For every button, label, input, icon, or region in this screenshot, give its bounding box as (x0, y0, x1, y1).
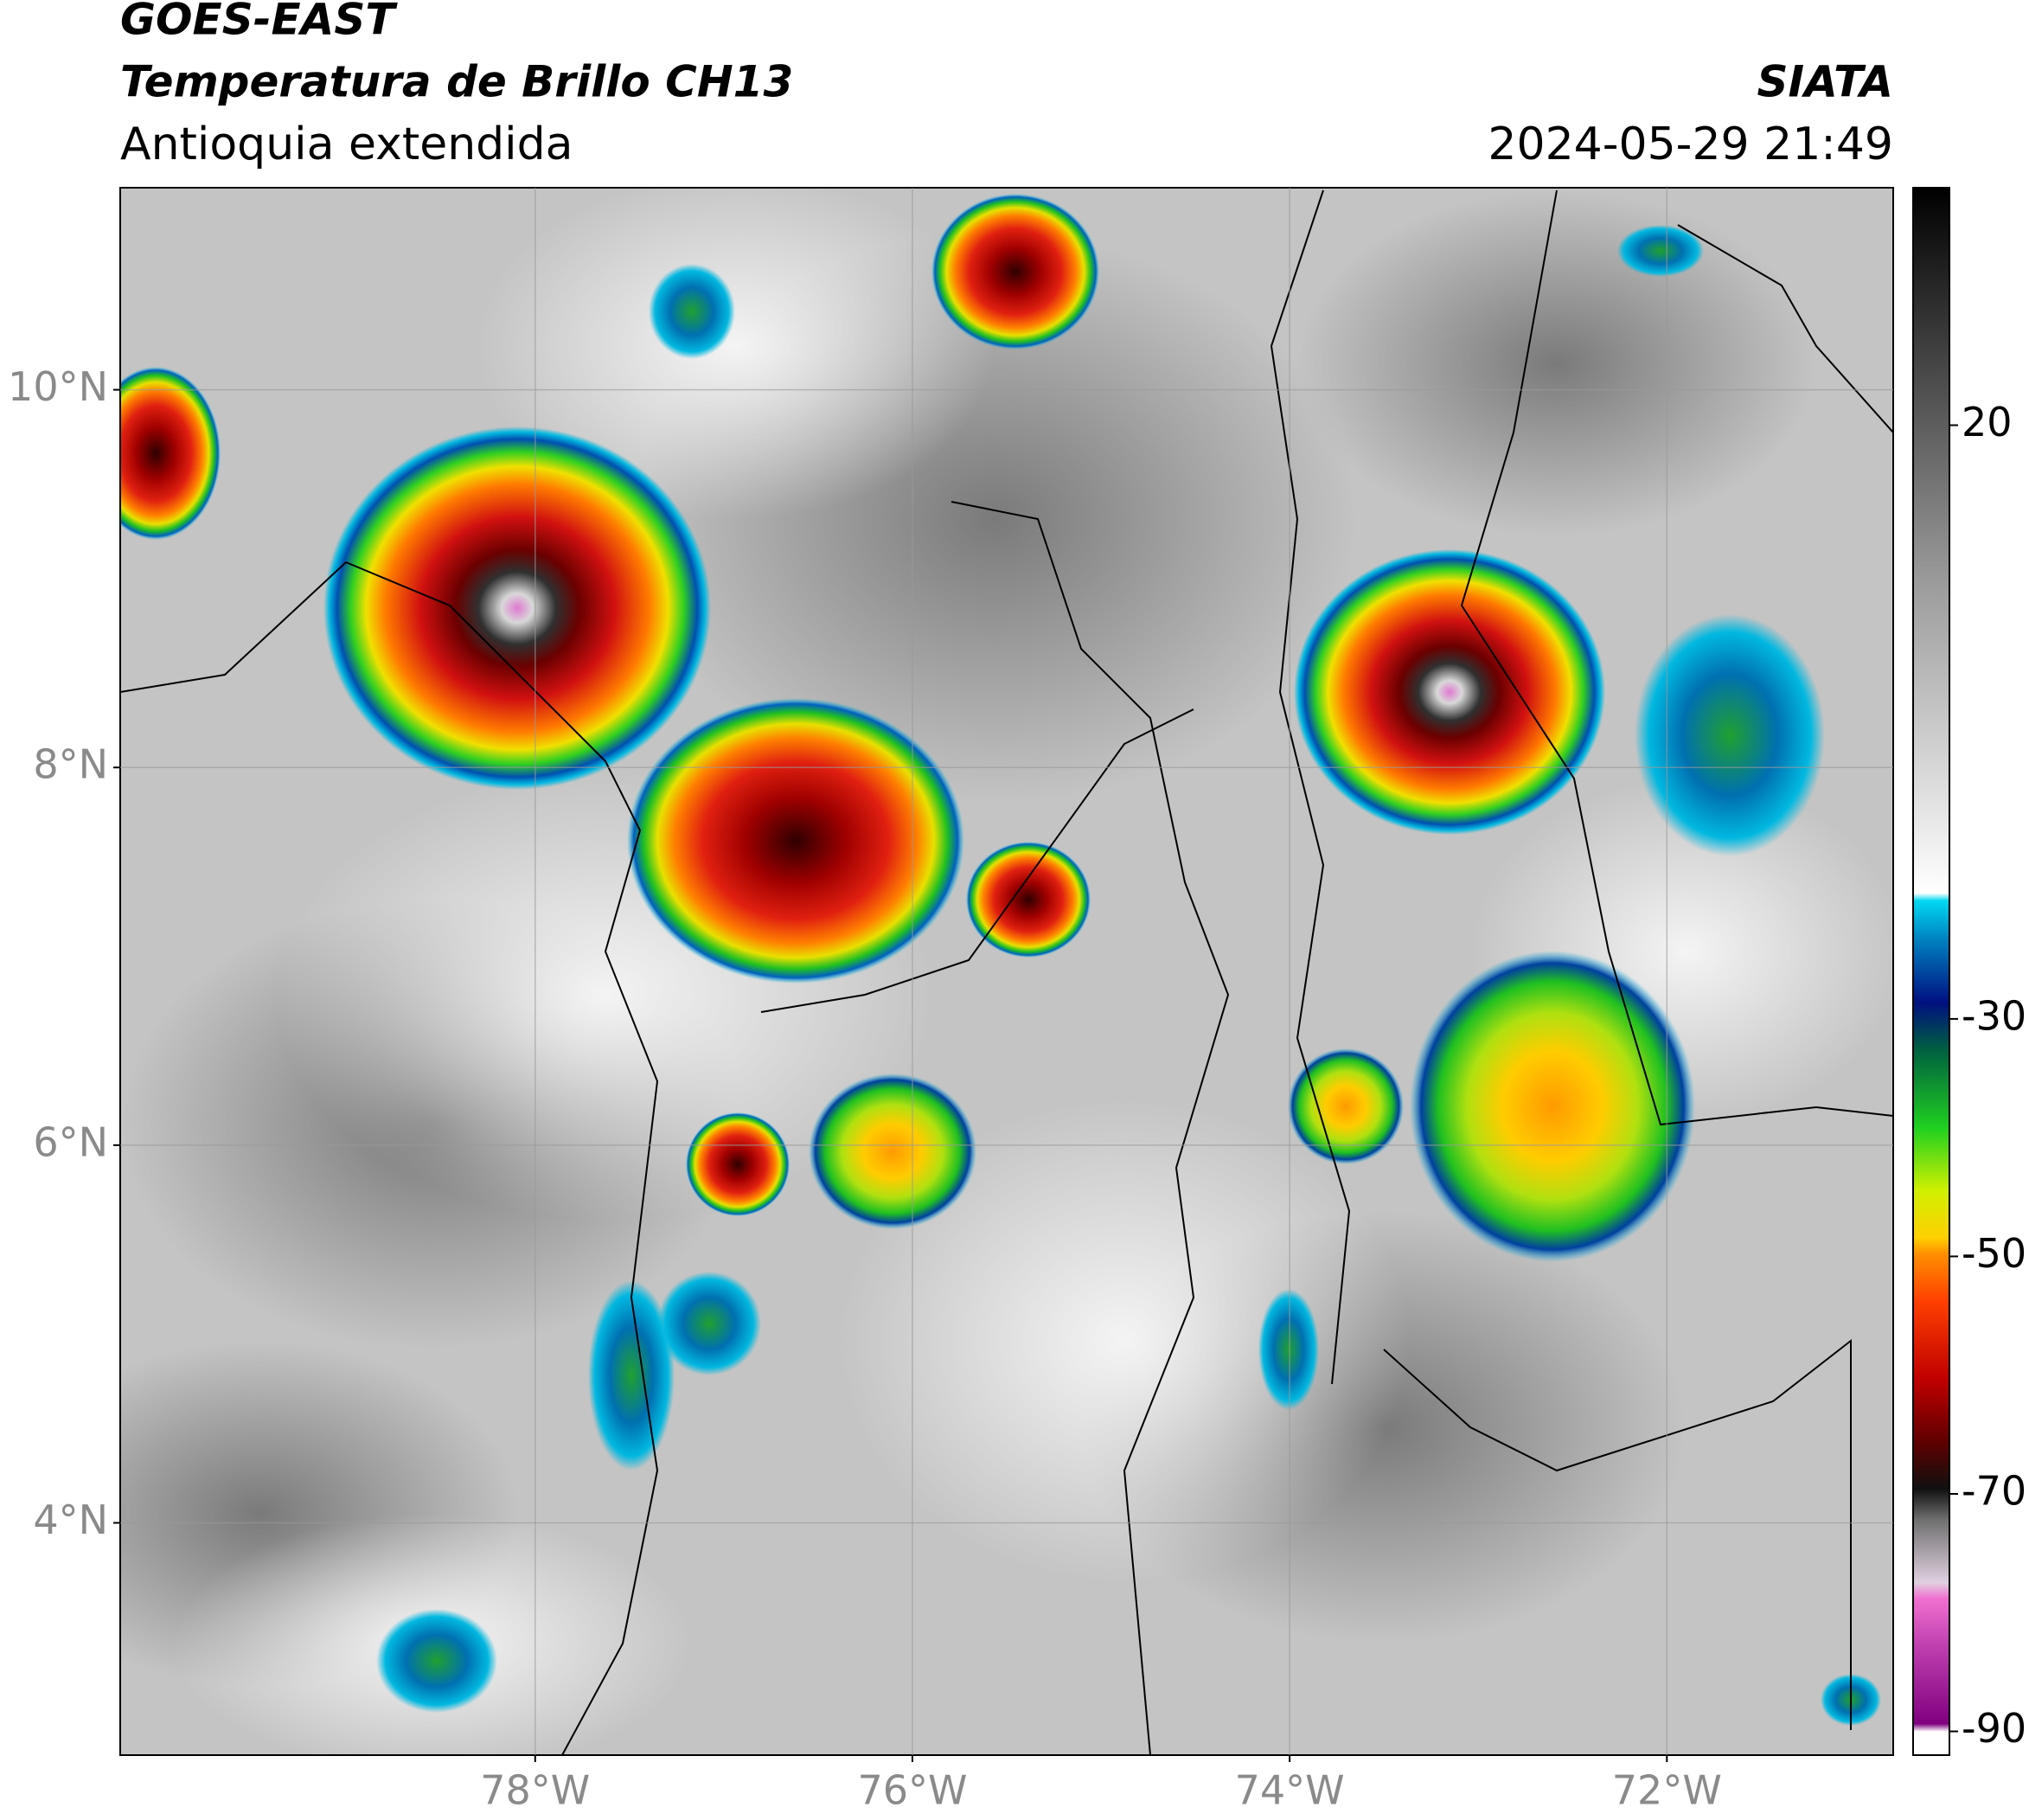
title: GOES-EAST (120, 0, 398, 45)
satellite-image (120, 188, 1893, 1755)
x-tick-label: 78°W (480, 1767, 590, 1814)
colorbar-tick-label: -50 (1962, 1230, 2026, 1277)
y-tick-label: 8°N (33, 741, 108, 788)
subtitle: Temperatura de Brillo CH13 (120, 57, 793, 107)
y-tick-label: 10°N (8, 363, 108, 410)
x-tick-label: 72°W (1612, 1767, 1722, 1814)
colorbar-tick-label: 20 (1962, 399, 2013, 445)
x-tick-label: 76°W (857, 1767, 967, 1814)
source: SIATA (1757, 57, 1893, 107)
datetime: 2024-05-29 21:49 (1488, 119, 1893, 170)
colorbar (1912, 187, 1950, 1756)
map-frame (119, 187, 1894, 1756)
colorbar-tick-label: -70 (1962, 1468, 2026, 1515)
y-tick-label: 4°N (33, 1496, 108, 1543)
region: Antioquia extendida (120, 119, 573, 170)
colorbar-tick-label: -90 (1962, 1705, 2026, 1752)
colorbar-tick-label: -30 (1962, 992, 2026, 1039)
x-tick-label: 74°W (1235, 1767, 1345, 1814)
y-tick-label: 6°N (33, 1118, 108, 1165)
